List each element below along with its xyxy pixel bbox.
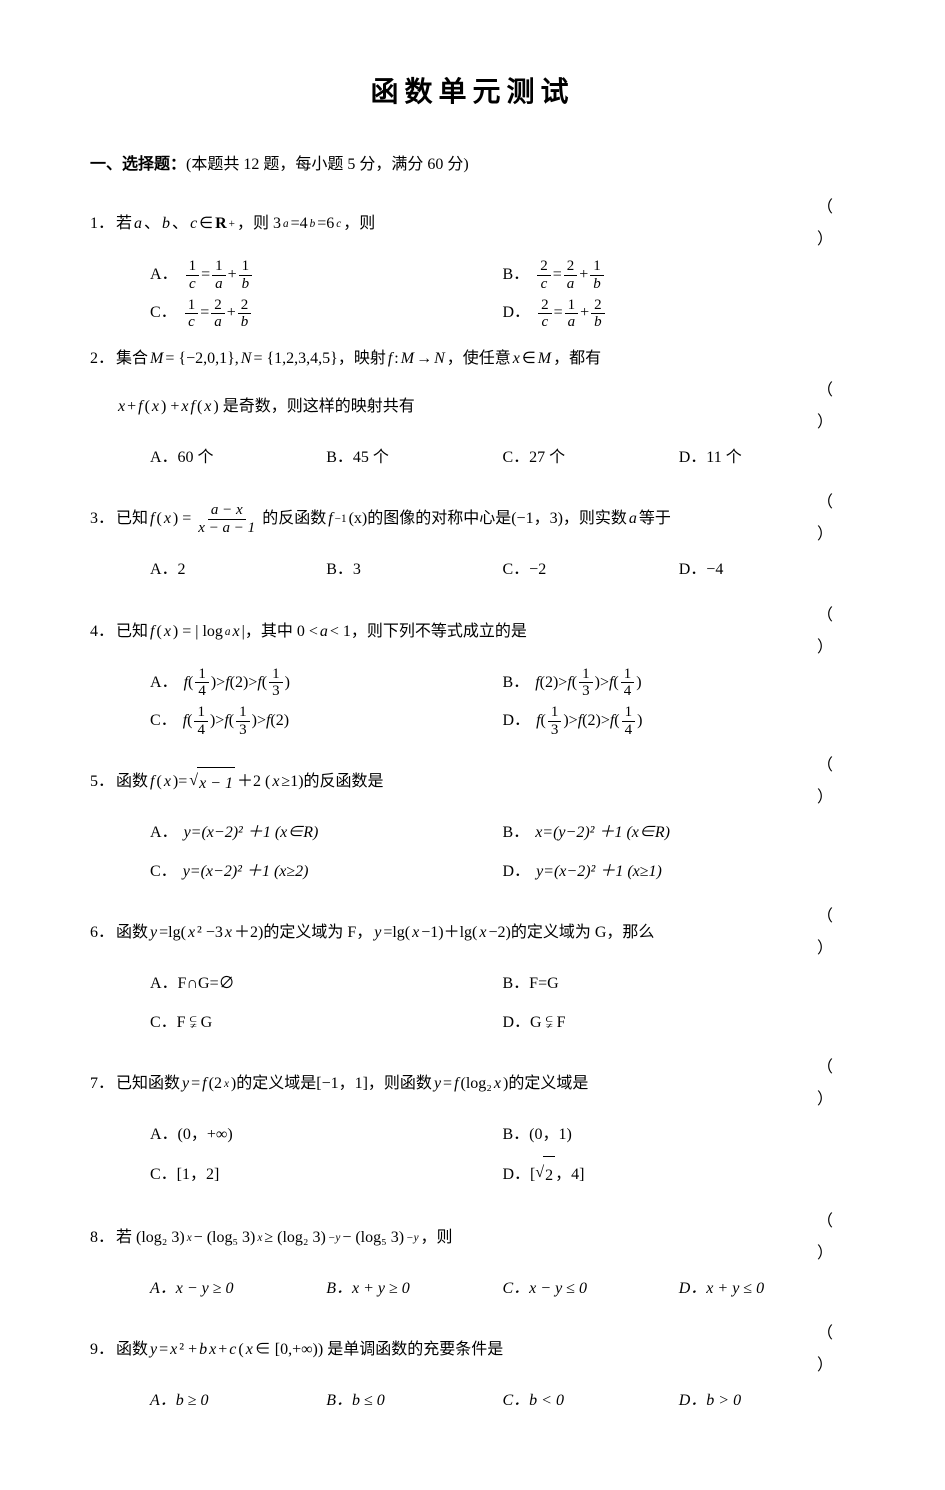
answer-bracket: （ ） [785, 1052, 855, 1116]
section-header: 一、选择题：(本题共 12 题，每小题 5 分，满分 60 分) [90, 150, 855, 174]
question-3: 3． 已知 f ( x ) = a − xx − a − 1 的反函数 f −1… [90, 487, 855, 589]
options: A．F∩G=∅ B．F=G C．F ⫋ G D．G ⫋ F [90, 965, 855, 1042]
question-6: 6． 函数 y =lg( x ² −3 x ＋2)的定义域为 F， y =lg(… [90, 901, 855, 1042]
q-num: 9． [90, 1334, 114, 1366]
answer-bracket: （ ） [785, 487, 855, 551]
answer-bracket: （ ） [785, 600, 855, 664]
options: A．(0，+∞) B．(0，1) C．[1，2] D．[√2，4] [90, 1116, 855, 1196]
question-2: 2． 集合 M = {−2,0,1}, N = {1,2,3,4,5}，映射 f… [90, 343, 855, 477]
question-7: 7． 已知函数 y = f (2x )的定义域是[−1，1]，则函数 y = f… [90, 1052, 855, 1196]
answer-bracket: （ ） [785, 901, 855, 965]
q-num: 2． [90, 343, 114, 375]
section-label: 一、选择题： [90, 156, 186, 173]
options: A．b ≥ 0 B．b ≤ 0 C．b < 0 D．b > 0 [90, 1382, 855, 1420]
q-num: 7． [90, 1068, 114, 1100]
answer-bracket: （ ） [785, 1206, 855, 1270]
q-num: 4． [90, 616, 114, 648]
answer-bracket: （ ） [785, 1318, 855, 1382]
question-9: 9． 函数 y = x ² + b x + c ( x ∈ [0,+∞)) 是单… [90, 1318, 855, 1420]
page-title: 函数单元测试 [90, 70, 855, 110]
question-1: 1． 若 a 、 b 、 c ∈ R+ ，则 3a =4b =6c ，则 （ ）… [90, 192, 855, 333]
options: A． 1c = 1a + 1b B． 2c = 2a + 1b C． 1c = … [90, 256, 855, 333]
question-4: 4． 已知 f ( x ) = | loga x |，其中 0 < a < 1，… [90, 600, 855, 741]
question-8: 8． 若 (log₂ 3)x − (log₅ 3)x ≥ (log₂ 3)−y … [90, 1206, 855, 1308]
question-5: 5． 函数 f ( x )= √x − 1 ＋2 ( x ≥1)的反函数是 （ … [90, 750, 855, 891]
answer-bracket: （ ） [785, 375, 855, 439]
options: A．x − y ≥ 0 B．x + y ≥ 0 C．x − y ≤ 0 D．x … [90, 1270, 855, 1308]
options: A．2 B．3 C．−2 D．−4 [90, 551, 855, 589]
section-desc: (本题共 12 题，每小题 5 分，满分 60 分) [186, 156, 469, 173]
answer-bracket: （ ） [785, 750, 855, 814]
answer-bracket: （ ） [785, 192, 855, 256]
options: A． f(14) > f(2) > f(13) B． f(2) > f(13) … [90, 664, 855, 741]
q-num: 1． [90, 208, 114, 240]
q-num: 5． [90, 766, 114, 798]
options: A．60 个 B．45 个 C．27 个 D．11 个 [90, 439, 855, 477]
q-num: 8． [90, 1222, 114, 1254]
options: A．y=(x−2)² ＋1 (x∈R) B．x=(y−2)² ＋1 (x∈R) … [90, 814, 855, 891]
q-num: 6． [90, 917, 114, 949]
q-num: 3． [90, 503, 114, 535]
